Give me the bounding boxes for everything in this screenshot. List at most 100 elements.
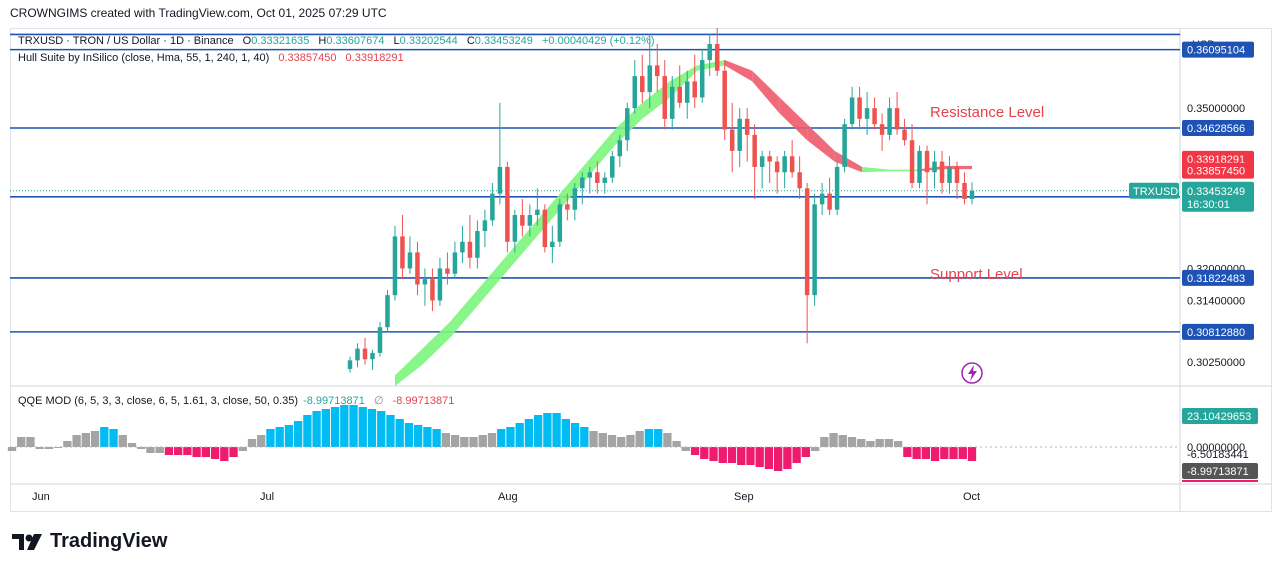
qqe-histogram-bar: [432, 429, 441, 447]
chart-frame: [10, 28, 1272, 512]
qqe-lower-tag-bg: [1182, 463, 1258, 479]
legend-l-label: L: [393, 35, 400, 47]
hull-legend[interactable]: Hull Suite by InSilico (close, Hma, 55, …: [18, 52, 410, 64]
qqe-value-2: -8.99713871: [392, 395, 455, 407]
candle-body: [954, 166, 960, 183]
level-price-tag: 0.30812880: [1187, 327, 1245, 339]
qqe-histogram-bar: [764, 447, 774, 469]
empty-set-icon: ∅: [373, 395, 384, 407]
qqe-histogram-bar: [247, 439, 257, 447]
qqe-histogram-bar: [580, 427, 589, 447]
qqe-histogram-bar: [349, 405, 358, 447]
legend-symbol: TRXUSD · TRON / US Dollar · 1D · Binance: [18, 35, 234, 47]
qqe-histogram-bar: [321, 409, 330, 447]
candle-body: [894, 108, 900, 130]
candle-body: [362, 348, 368, 360]
candle-body: [714, 44, 720, 71]
price-axis-tick: 0.35000000: [1187, 103, 1245, 115]
qqe-histogram-bar: [570, 423, 580, 447]
tradingview-logo[interactable]: TradingView: [12, 530, 167, 553]
qqe-histogram-bar: [441, 433, 450, 447]
legend-close: 0.33453249: [474, 35, 533, 47]
qqe-histogram-bar: [183, 447, 192, 455]
hull-band-segment: [422, 321, 450, 365]
hull-band-segment: [917, 165, 945, 172]
qqe-histogram-bar: [404, 423, 414, 447]
legend-open: 0.33321635: [251, 35, 310, 47]
hull-band-segment: [504, 225, 533, 274]
qqe-histogram-bar: [414, 425, 423, 447]
hull-value-2: 0.33918291: [345, 52, 404, 64]
candle-body: [512, 215, 518, 242]
qqe-histogram-bar: [709, 447, 718, 461]
candle-body: [752, 134, 757, 167]
qqe-histogram-bar: [7, 447, 17, 451]
qqe-histogram-bar: [534, 415, 543, 447]
qqe-histogram-bar: [866, 441, 875, 447]
candle-body: [557, 204, 563, 242]
qqe-histogram-bar: [847, 437, 857, 447]
alert-icon: [961, 362, 983, 384]
qqe-histogram-bar: [792, 447, 801, 463]
qqe-histogram-bar: [72, 435, 81, 447]
qqe-histogram-bar: [755, 447, 764, 467]
legend-change: +0.00040429 (+0.12%): [541, 35, 655, 47]
qqe-histogram-bar: [884, 439, 894, 447]
level-price-tag-bg: [1182, 119, 1254, 136]
qqe-histogram-bar: [949, 447, 958, 459]
legend-o-label: O: [242, 35, 252, 47]
candle-body: [887, 108, 892, 135]
legend-c-label: C: [466, 35, 475, 47]
candle-body: [767, 156, 772, 162]
hull-band-segment: [559, 161, 588, 210]
hull-band-segment: [834, 150, 863, 173]
legend-low: 0.33202544: [399, 35, 458, 47]
chart-header-title: CROWNGIMS created with TradingView.com, …: [10, 6, 387, 20]
time-axis-label: Sep: [734, 491, 754, 503]
qqe-histogram-bar: [395, 419, 404, 447]
candle-body: [632, 76, 638, 109]
candle-body: [370, 352, 375, 360]
candle-body: [804, 188, 810, 296]
candle-body: [947, 166, 952, 183]
qqe-legend[interactable]: QQE MOD (6, 5, 3, 3, close, 6, 5, 1.61, …: [18, 394, 460, 407]
symbol-tag-bg: [1129, 182, 1179, 199]
price-axis-tick: 0.31400000: [1187, 296, 1245, 308]
candle-body: [759, 156, 765, 167]
support-annotation: Support Level: [930, 266, 1023, 283]
level-price-tag-bg: [1182, 269, 1254, 286]
candle-body: [669, 86, 675, 119]
hull-band-segment: [724, 60, 753, 82]
qqe-histogram-bar: [515, 423, 524, 447]
candle-body: [407, 252, 413, 269]
qqe-histogram-bar: [238, 447, 247, 451]
qqe-histogram-bar: [423, 427, 432, 447]
qqe-indicator-name: QQE MOD (6, 5, 3, 3, close, 6, 5, 1.61, …: [18, 395, 299, 407]
qqe-histogram-bar: [275, 427, 284, 447]
qqe-histogram-bar: [552, 413, 561, 447]
qqe-histogram-bar: [164, 447, 174, 455]
qqe-histogram-bar: [478, 435, 487, 447]
candle-body: [610, 156, 615, 178]
qqe-histogram-bar: [838, 435, 847, 447]
candle-body: [377, 327, 383, 353]
qqe-histogram-bar: [460, 437, 469, 447]
candle-body: [962, 182, 967, 199]
candle-body: [460, 241, 465, 253]
candle-body: [400, 236, 405, 269]
candle-body: [707, 44, 712, 61]
candle-body: [437, 268, 443, 301]
candle-body: [842, 124, 847, 167]
qqe-mid-tag: -6.50183441: [1187, 449, 1249, 461]
candle-body: [467, 241, 473, 258]
candle-body: [797, 172, 802, 189]
qqe-histogram-bar: [284, 425, 294, 447]
candle-body: [677, 86, 682, 103]
candle-body: [827, 193, 832, 210]
qqe-value-1: -8.99713871: [303, 395, 365, 407]
candle-body: [932, 161, 937, 173]
candle-body: [939, 161, 945, 183]
candle-body: [565, 204, 570, 210]
qqe-histogram-bar: [912, 447, 921, 459]
